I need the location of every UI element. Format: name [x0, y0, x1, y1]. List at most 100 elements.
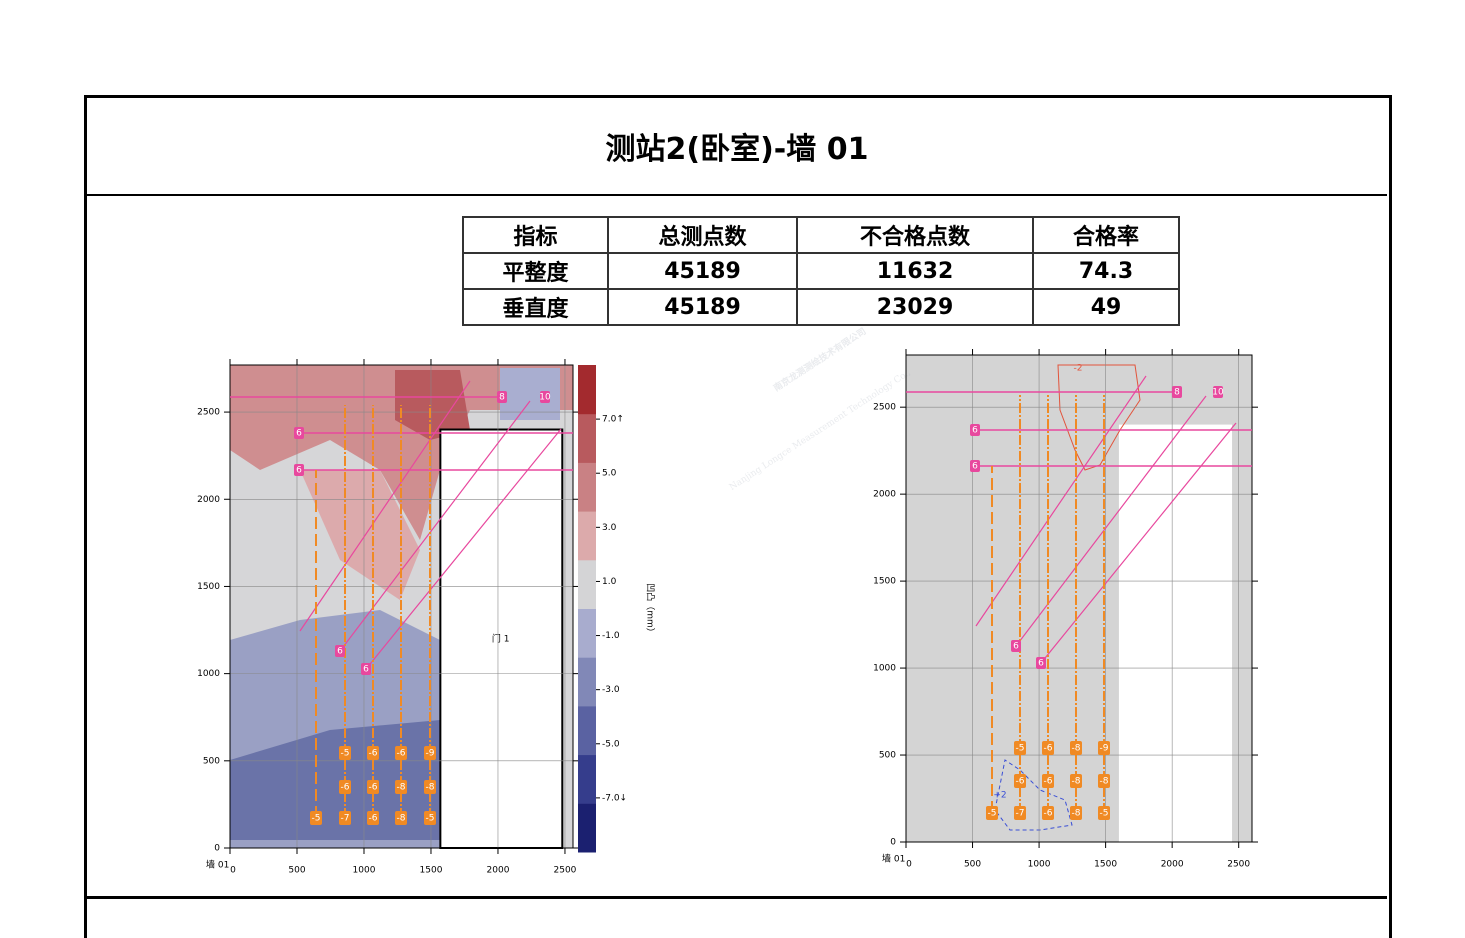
- marker: [395, 780, 407, 794]
- marker-label: -5: [341, 749, 350, 759]
- marker-label: -6: [369, 749, 378, 759]
- marker: [1042, 806, 1054, 820]
- header-cell: 总测点数: [607, 216, 798, 254]
- marker: [1042, 774, 1054, 788]
- cell: 平整度: [462, 252, 609, 290]
- cell: 垂直度: [462, 288, 609, 326]
- cell: 23029: [796, 288, 1034, 326]
- marker: [367, 746, 379, 760]
- cell: 45189: [607, 252, 798, 290]
- survey-line: [1040, 422, 1237, 664]
- colorbar-label: -5.0: [602, 739, 620, 749]
- marker-label: 10: [539, 393, 551, 403]
- marker: [367, 811, 379, 825]
- marker-label: -6: [1044, 744, 1053, 754]
- marker: [1042, 741, 1054, 755]
- contour-pos: [994, 759, 1073, 831]
- marker-label: -8: [426, 783, 435, 793]
- colorbar-label: -3.0: [602, 685, 620, 695]
- right-blue: [500, 368, 560, 420]
- y-tick-label: 2500: [873, 403, 896, 413]
- contour-label: +2: [993, 791, 1006, 801]
- plot: -2 +2 0 500 1000 1500 2000 2500 0 500 1000 1500 2000…: [873, 349, 1258, 870]
- contour-neg: [1057, 364, 1141, 471]
- colorbar-band: [578, 462, 596, 512]
- header-cell: 不合格点数: [796, 216, 1034, 254]
- x-tick-label: 1500: [1094, 860, 1117, 870]
- marker: [395, 811, 407, 825]
- marker: [294, 427, 304, 439]
- marker-label: 8: [1174, 388, 1180, 398]
- marker: [1070, 774, 1082, 788]
- door-label: 门 1: [492, 632, 510, 644]
- x-tick-label: 2500: [1227, 860, 1250, 870]
- colorbar-band: [578, 803, 596, 853]
- marker: [540, 391, 550, 403]
- header-cell: 合格率: [1032, 216, 1180, 254]
- marker: [1014, 741, 1026, 755]
- cell: 11632: [796, 252, 1034, 290]
- marker: [395, 746, 407, 760]
- y-tick-label: 1500: [873, 577, 896, 587]
- x-tick-label: 1000: [353, 866, 376, 876]
- y-tick-label: 2000: [873, 490, 896, 500]
- x-tick-label: 1000: [1028, 860, 1051, 870]
- marker: [1213, 386, 1223, 398]
- marker-label: -6: [397, 749, 406, 759]
- colorbar-band: [578, 413, 596, 463]
- marker-label: -8: [1100, 777, 1109, 787]
- colorbar-band: [578, 365, 596, 415]
- colorbar-label: 5.0: [602, 469, 617, 479]
- low-deep: [230, 720, 440, 840]
- marker: [339, 746, 351, 760]
- marker-label: 6: [1013, 642, 1019, 652]
- marker: [1014, 774, 1026, 788]
- marker-label: -5: [426, 814, 435, 824]
- marker-label: -8: [1072, 809, 1081, 819]
- marker: [1036, 657, 1046, 669]
- marker-label: 8: [499, 393, 505, 403]
- x-tick-label: 0: [906, 860, 912, 870]
- contour-label: -2: [1074, 364, 1083, 374]
- survey-line: [365, 428, 562, 670]
- marker: [361, 663, 371, 675]
- door: [1118, 424, 1233, 842]
- marker: [1011, 640, 1021, 652]
- axes: [229, 364, 574, 849]
- peak-region: [395, 370, 470, 440]
- colorbar-label: 3.0: [602, 523, 617, 533]
- marker-label: -5: [312, 814, 321, 824]
- watermark: Nanjing Longce Measurement Technology Co…: [728, 368, 913, 493]
- marker-label: -7: [1016, 809, 1025, 819]
- colorbar-band: [578, 754, 596, 804]
- x-tick-label: 1500: [420, 866, 443, 876]
- colorbar-band: [578, 511, 596, 561]
- x-tick-label: 500: [288, 866, 305, 876]
- marker-label: -6: [369, 814, 378, 824]
- survey-line: [299, 380, 471, 632]
- marker: [1098, 774, 1110, 788]
- cell: 49: [1032, 288, 1180, 326]
- marker: [1014, 806, 1026, 820]
- marker: [294, 464, 304, 476]
- marker-label: 6: [296, 429, 302, 439]
- y-tick-label: 500: [203, 756, 220, 766]
- survey-line: [339, 400, 531, 652]
- plot: 门 1 0 500 1000 1500 2000 2500 0 500 1000 1500 2000 2…: [197, 359, 656, 876]
- colorbar-band: [578, 608, 596, 658]
- x-tick-label: 2000: [487, 866, 510, 876]
- watermark: 南京龙测测绘技术有限公司: [771, 325, 868, 394]
- marker-label: -8: [1072, 777, 1081, 787]
- marker: [1098, 806, 1110, 820]
- marker: [339, 780, 351, 794]
- marker-label: -6: [341, 783, 350, 793]
- marker: [424, 780, 436, 794]
- marker-label: 6: [337, 647, 343, 657]
- colorbar-band: [578, 657, 596, 707]
- cell: 45189: [607, 288, 798, 326]
- y-tick-label: 1500: [197, 582, 220, 592]
- marker-label: -6: [1044, 777, 1053, 787]
- y-tick-label: 0: [214, 844, 220, 854]
